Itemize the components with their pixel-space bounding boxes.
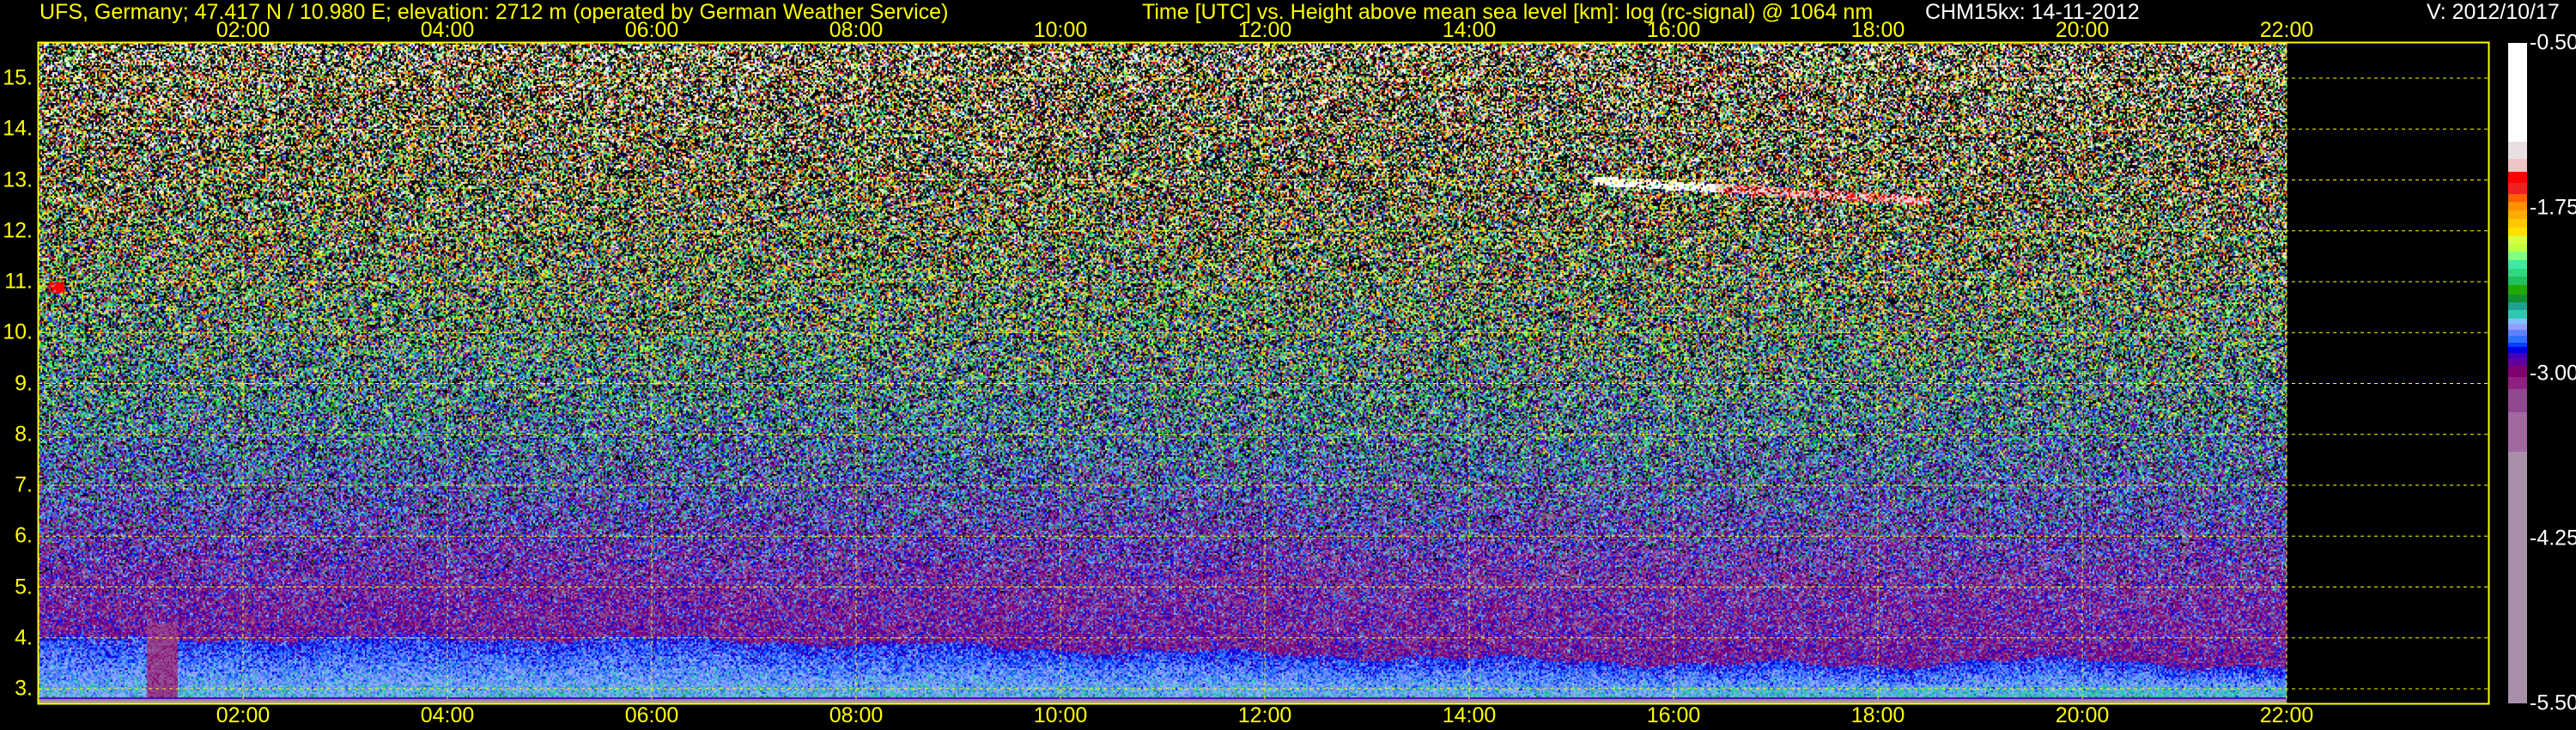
colorbar-segment bbox=[2508, 142, 2527, 160]
colorbar-segment bbox=[2508, 244, 2527, 252]
colorbar-segment bbox=[2508, 210, 2527, 220]
colorbar-segment bbox=[2508, 43, 2527, 143]
x-tick-label-bottom: 06:00 bbox=[624, 703, 679, 727]
colorbar-segment bbox=[2508, 268, 2527, 277]
x-tick-label-top: 02:00 bbox=[216, 18, 270, 42]
colorbar-segment bbox=[2508, 284, 2527, 295]
x-tick-label-top: 20:00 bbox=[2055, 18, 2110, 42]
colorbar-tick-label: -5.50 bbox=[2530, 690, 2576, 715]
x-tick-label-bottom: 10:00 bbox=[1033, 703, 1088, 727]
header-station-info: UFS, Germany; 47.417 N / 10.980 E; eleva… bbox=[39, 0, 949, 24]
colorbar-segment bbox=[2508, 158, 2527, 173]
y-tick-label: 8. bbox=[15, 422, 33, 447]
x-tick-label-top: 18:00 bbox=[1850, 18, 1905, 42]
colorbar-segment bbox=[2508, 252, 2527, 261]
colorbar-segment bbox=[2508, 323, 2527, 331]
y-tick-label: 15. bbox=[3, 65, 33, 90]
x-tick-label-top: 06:00 bbox=[624, 18, 679, 42]
y-tick-label: 7. bbox=[15, 472, 33, 497]
x-tick-label-top: 04:00 bbox=[420, 18, 475, 42]
x-tick-label-top: 08:00 bbox=[829, 18, 884, 42]
colorbar-segment bbox=[2508, 389, 2527, 413]
colorbar-segment bbox=[2508, 336, 2527, 344]
colorbar-segment bbox=[2508, 452, 2527, 704]
colorbar-segment bbox=[2508, 376, 2527, 390]
y-tick-label: 3. bbox=[15, 676, 33, 701]
header-plot-title: Time [UTC] vs. Height above mean sea lev… bbox=[1142, 0, 1874, 24]
y-tick-label: 9. bbox=[15, 371, 33, 395]
colorbar-segment bbox=[2508, 294, 2527, 303]
plot-frame bbox=[37, 41, 2490, 705]
x-tick-label-bottom: 16:00 bbox=[1646, 703, 1701, 727]
x-tick-label-top: 16:00 bbox=[1646, 18, 1701, 42]
x-tick-label-top: 22:00 bbox=[2259, 18, 2314, 42]
colorbar-segment bbox=[2508, 366, 2527, 378]
x-tick-label-bottom: 22:00 bbox=[2259, 703, 2314, 727]
colorbar-segment bbox=[2508, 310, 2527, 319]
colorbar-segment bbox=[2508, 358, 2527, 367]
colorbar-segment bbox=[2508, 347, 2527, 354]
colorbar-segment bbox=[2508, 182, 2527, 195]
x-tick-label-bottom: 08:00 bbox=[829, 703, 884, 727]
colorbar-segment bbox=[2508, 352, 2527, 359]
colorbar-tick-label: -1.75 bbox=[2530, 195, 2576, 220]
header-instrument-date: CHM15kx: 14-11-2012 bbox=[1925, 0, 2140, 24]
x-tick-label-bottom: 02:00 bbox=[216, 703, 270, 727]
y-tick-label: 13. bbox=[3, 167, 33, 192]
colorbar-segment bbox=[2508, 193, 2527, 203]
header-version: V: 2012/10/17 bbox=[2427, 0, 2560, 24]
x-tick-label-bottom: 14:00 bbox=[1442, 703, 1497, 727]
colorbar-segment bbox=[2508, 318, 2527, 325]
colorbar-segment bbox=[2508, 342, 2527, 348]
y-tick-label: 5. bbox=[15, 575, 33, 599]
colorbar-segment bbox=[2508, 259, 2527, 270]
y-tick-label: 4. bbox=[15, 625, 33, 650]
colorbar-segment bbox=[2508, 235, 2527, 245]
colorbar-segment bbox=[2508, 276, 2527, 286]
colorbar-segment bbox=[2508, 219, 2527, 228]
colorbar-segment bbox=[2508, 329, 2527, 337]
y-tick-label: 14. bbox=[3, 116, 33, 141]
x-tick-label-bottom: 18:00 bbox=[1850, 703, 1905, 727]
x-tick-label-top: 12:00 bbox=[1237, 18, 1292, 42]
x-tick-label-top: 14:00 bbox=[1442, 18, 1497, 42]
colorbar-tick-label: -0.50 bbox=[2530, 30, 2576, 55]
colorbar-segment bbox=[2508, 228, 2527, 237]
colorbar-segment bbox=[2508, 171, 2527, 184]
y-tick-label: 12. bbox=[3, 218, 33, 243]
x-tick-label-bottom: 04:00 bbox=[420, 703, 475, 727]
y-tick-label: 10. bbox=[3, 319, 33, 344]
colorbar-segment bbox=[2508, 412, 2527, 453]
colorbar-segment bbox=[2508, 301, 2527, 311]
y-tick-label: 11. bbox=[4, 269, 33, 294]
x-tick-label-top: 10:00 bbox=[1033, 18, 1088, 42]
y-tick-label: 6. bbox=[15, 523, 33, 548]
colorbar-tick-label: -3.00 bbox=[2530, 361, 2576, 385]
backscatter-heatmap bbox=[39, 43, 2287, 703]
colorbar-segment bbox=[2508, 202, 2527, 211]
x-tick-label-bottom: 12:00 bbox=[1237, 703, 1292, 727]
colorbar-tick-label: -4.25 bbox=[2530, 526, 2576, 551]
x-tick-label-bottom: 20:00 bbox=[2055, 703, 2110, 727]
